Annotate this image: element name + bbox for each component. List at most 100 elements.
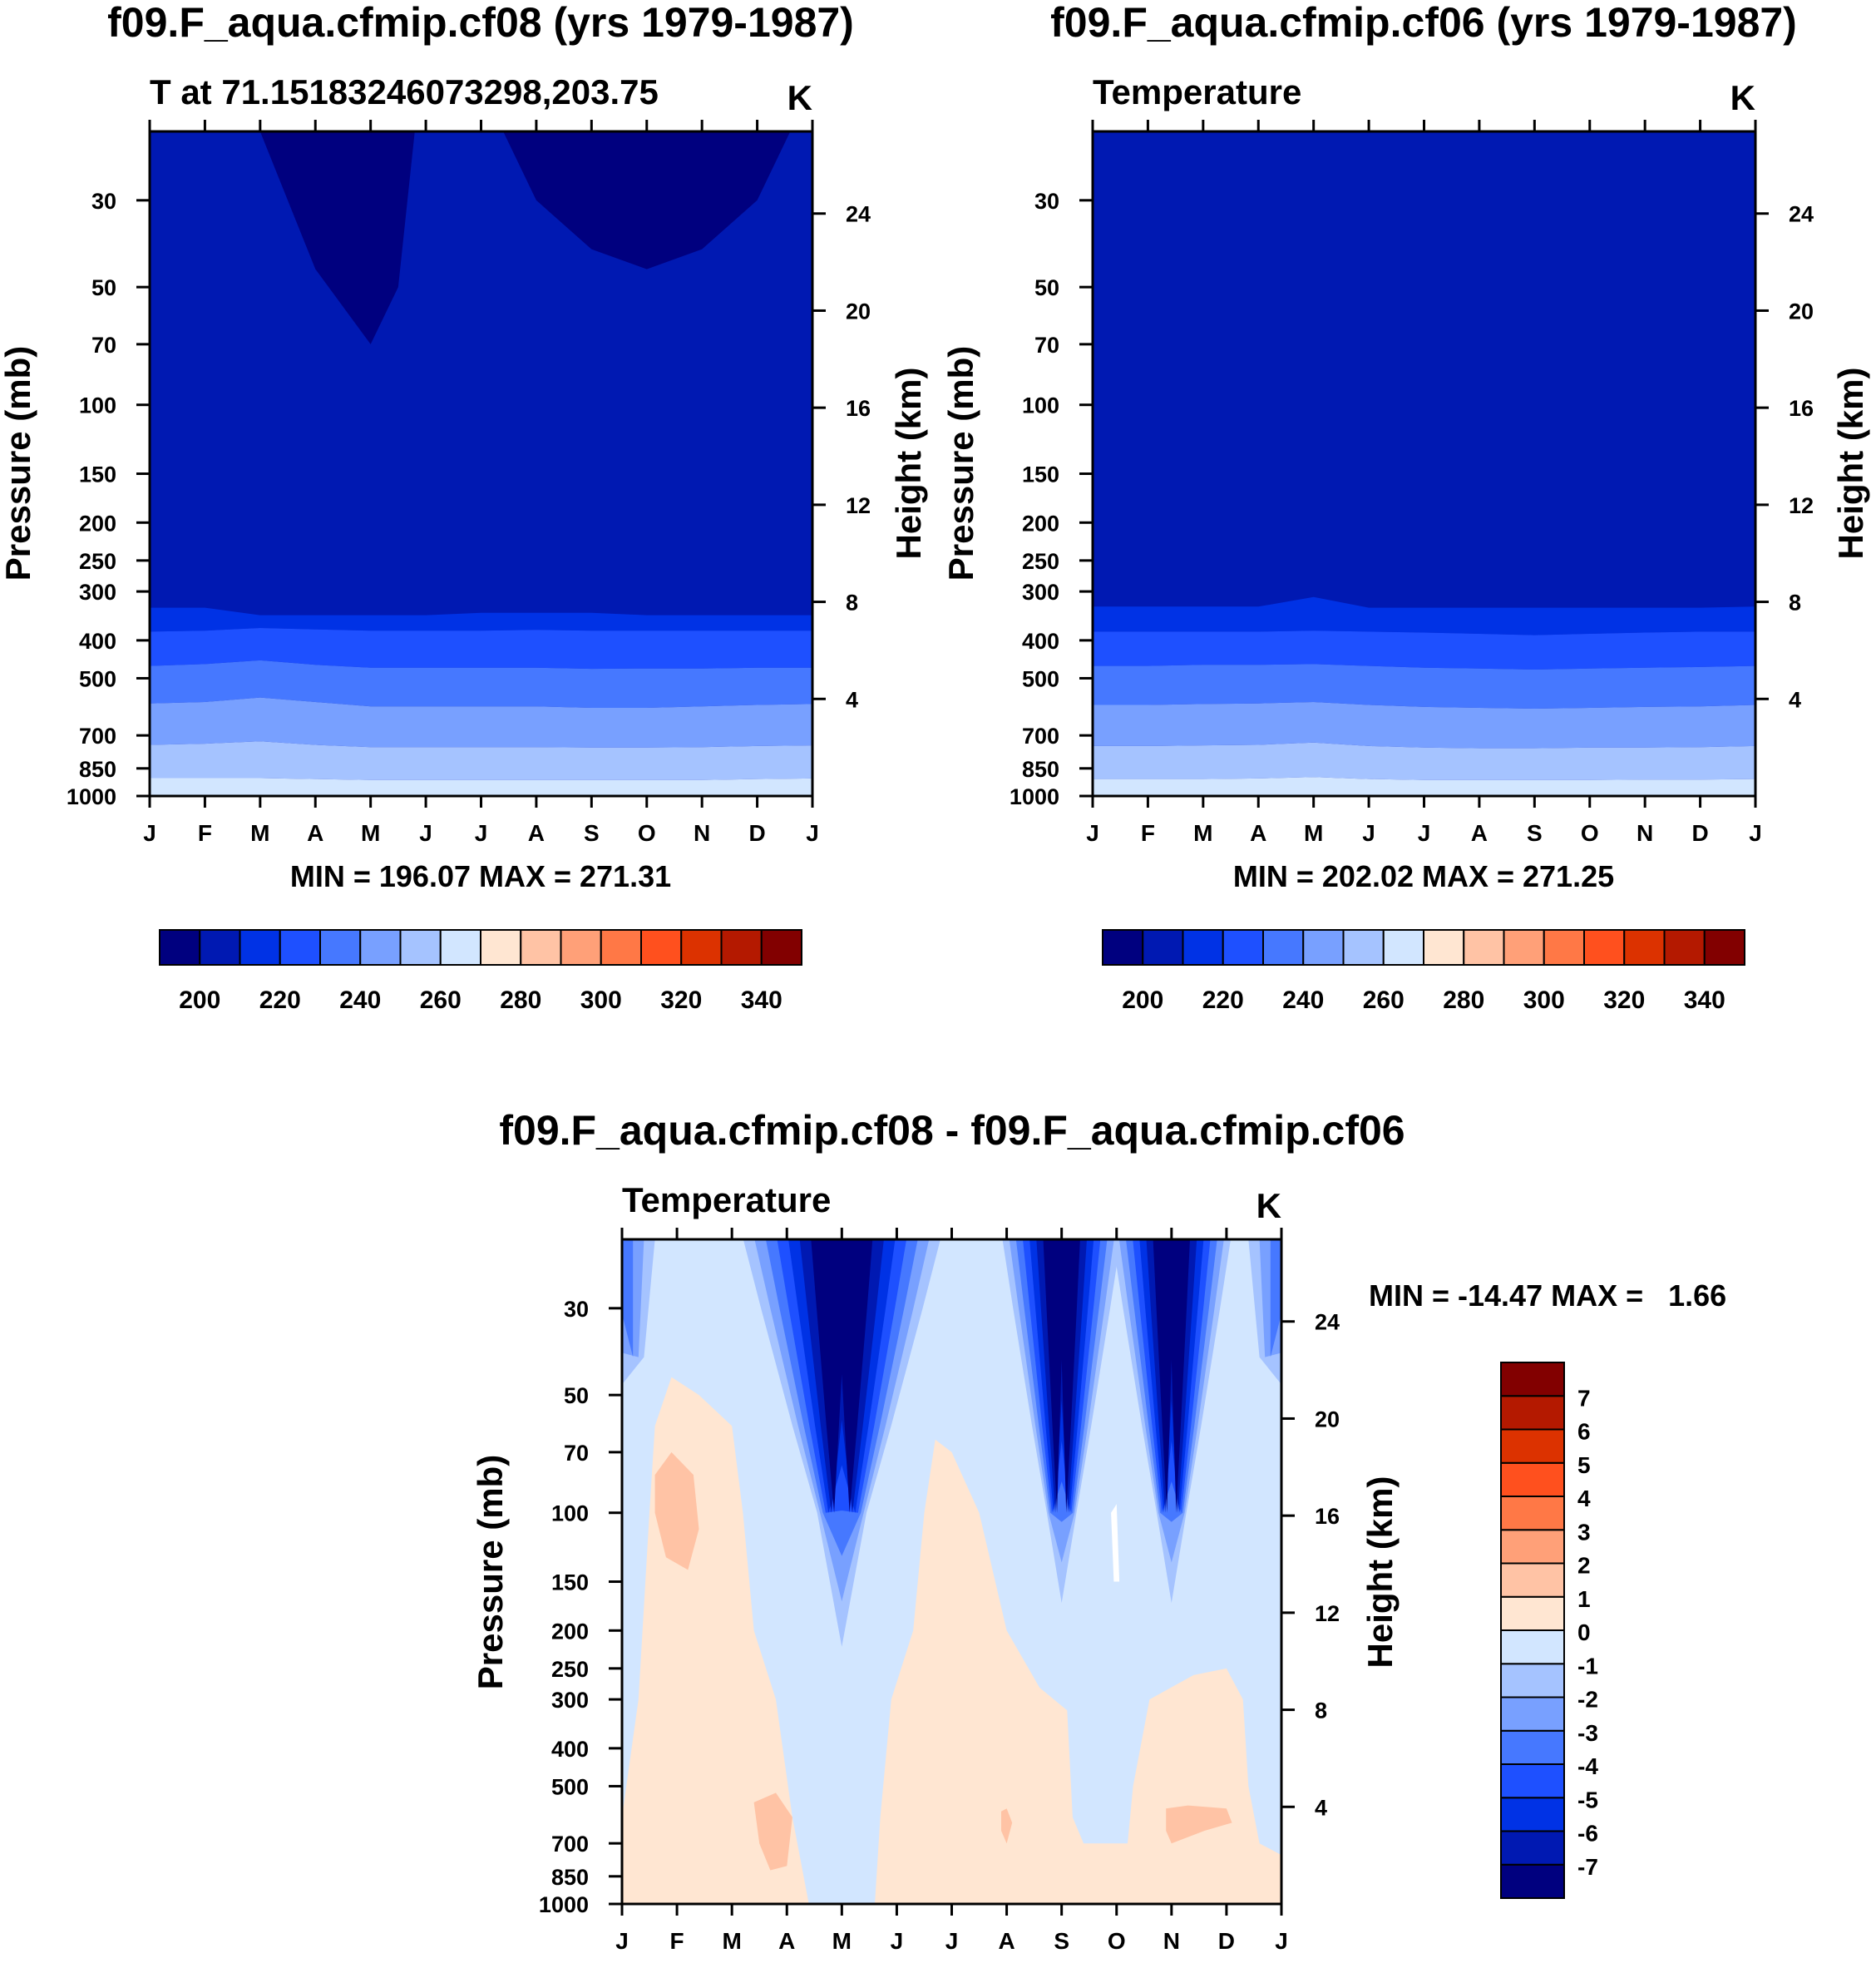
x-tick-label: O — [1108, 1928, 1126, 1954]
colorbar-swatch — [239, 929, 281, 966]
x-tick-label: J — [1086, 820, 1099, 846]
y-tick-label-right: 12 — [1789, 493, 1814, 518]
colorbar-swatch — [600, 929, 642, 966]
chart-panel-difference: f09.F_aqua.cfmip.cf08 - f09.F_aqua.cfmip… — [471, 1107, 1726, 1954]
colorbar-swatch — [560, 929, 602, 966]
colorbar-tick-label: 240 — [1282, 986, 1324, 1014]
colorbar-swatch — [1423, 929, 1465, 966]
contour-band-warm — [654, 1451, 699, 1570]
y-tick-label: 850 — [79, 757, 116, 782]
contour-sliver — [1111, 1504, 1120, 1582]
y-tick-label-right: 20 — [1789, 299, 1814, 324]
y-tick-label: 200 — [551, 1619, 589, 1644]
x-tick-label: A — [1471, 820, 1488, 846]
y-tick-label-right: 12 — [846, 493, 871, 518]
colorbar-swatch — [1262, 929, 1305, 966]
contour-band — [150, 660, 812, 708]
x-tick-label: M — [1304, 820, 1323, 846]
colorbar-swatch — [1182, 929, 1224, 966]
x-tick-label: M — [832, 1928, 852, 1954]
y-tick-label-right: 24 — [1789, 202, 1814, 227]
y-tick-label: 400 — [1022, 629, 1059, 654]
y-tick-label: 250 — [1022, 549, 1059, 574]
axis-ticks: J F M A M J J A S O N D J 30 50 70 100 150 200 250 300 400 500… — [67, 120, 871, 846]
x-tick-label: J — [891, 1928, 904, 1954]
y-tick-label-right: 8 — [846, 591, 858, 616]
y-tick-label: 700 — [1022, 724, 1059, 749]
contour-band-negative — [1270, 1239, 1281, 1357]
x-tick-label: J — [1749, 820, 1762, 846]
chart-panel-case2: f09.F_aqua.cfmip.cf06 (yrs 1979-1987) Te… — [941, 0, 1870, 1014]
colorbar-swatch — [319, 929, 362, 966]
y-axis-label: Pressure (mb) — [471, 1455, 510, 1689]
y-tick-label-right: 24 — [846, 202, 871, 227]
x-tick-label: D — [1218, 1928, 1235, 1954]
colorbar-swatch — [1503, 929, 1545, 966]
y-tick-label-right: 20 — [1315, 1407, 1340, 1431]
colorbar-tick-label: 1 — [1577, 1586, 1591, 1612]
y-tick-label: 50 — [564, 1383, 589, 1408]
colorbar-swatch — [1342, 929, 1385, 966]
y-axis-label-right: Height (km) — [1831, 368, 1870, 560]
colorbar-swatch — [720, 929, 763, 966]
colorbar-tick-label: 260 — [420, 986, 462, 1014]
x-tick-label: A — [1250, 820, 1266, 846]
x-tick-label: M — [1193, 820, 1212, 846]
colorbar-tick-label: -6 — [1577, 1821, 1598, 1847]
colorbar-swatch — [199, 929, 241, 966]
y-tick-label: 70 — [1034, 333, 1059, 358]
y-tick-label: 500 — [551, 1774, 589, 1799]
y-tick-label-right: 4 — [1315, 1795, 1327, 1820]
contour-band — [150, 741, 812, 780]
colorbar-swatch — [1500, 1629, 1565, 1665]
contour-band-warm — [1001, 1808, 1013, 1844]
x-tick-label: A — [998, 1928, 1015, 1954]
colorbar-tick-label: -5 — [1577, 1787, 1598, 1812]
colorbar-tick-label: 3 — [1577, 1519, 1591, 1545]
colorbar-swatch — [1463, 929, 1505, 966]
colorbar-tick-label: -2 — [1577, 1687, 1598, 1713]
x-tick-label: D — [1691, 820, 1708, 846]
y-tick-label: 850 — [1022, 757, 1059, 782]
min-max-stats: MIN = -14.47 MAX = 1.66 — [1369, 1278, 1726, 1313]
y-axis-label: Pressure (mb) — [0, 346, 37, 581]
colorbar-swatch — [1500, 1696, 1565, 1732]
x-tick-label: F — [670, 1928, 684, 1954]
colorbar-swatch — [1500, 1830, 1565, 1866]
colorbar-tick-label: 2 — [1577, 1553, 1591, 1579]
y-tick-label: 700 — [551, 1832, 589, 1857]
x-tick-label: M — [250, 820, 269, 846]
y-tick-label: 200 — [1022, 511, 1059, 536]
colorbar-swatch — [159, 929, 201, 966]
contour-band — [1093, 630, 1755, 670]
colorbar-tick-label: 6 — [1577, 1419, 1591, 1445]
y-axis-label-right: Height (km) — [889, 368, 928, 560]
x-tick-label: J — [1418, 820, 1431, 846]
x-tick-label: J — [419, 820, 432, 846]
colorbar-tick-label: 320 — [1603, 986, 1645, 1014]
x-tick-label: J — [945, 1928, 959, 1954]
colorbar-swatch — [1500, 1395, 1565, 1431]
contour-fills — [622, 1239, 1281, 1904]
y-tick-label: 850 — [551, 1865, 589, 1890]
colorbar-tick-label: 280 — [500, 986, 541, 1014]
x-tick-label: J — [143, 820, 156, 846]
colorbar-swatch — [1500, 1461, 1565, 1497]
contour-band-warm — [1166, 1805, 1232, 1844]
contour-band-negative — [1043, 1239, 1080, 1513]
contour-band — [1093, 664, 1755, 709]
y-tick-label: 200 — [79, 511, 116, 536]
y-tick-label: 400 — [551, 1737, 589, 1762]
x-tick-label: M — [361, 820, 380, 846]
contour-band — [1093, 777, 1755, 796]
contour-band-coldest — [259, 131, 415, 344]
colorbar-swatch — [680, 929, 723, 966]
colorbar-swatch — [1500, 1496, 1565, 1531]
chart-subtitle-units: K — [1256, 1186, 1281, 1225]
y-axis-label: Pressure (mb) — [941, 346, 980, 581]
colorbar-tick-label: 300 — [580, 986, 622, 1014]
colorbar-swatch — [1142, 929, 1184, 966]
y-tick-label: 300 — [551, 1688, 589, 1713]
x-tick-label: S — [1054, 1928, 1069, 1954]
